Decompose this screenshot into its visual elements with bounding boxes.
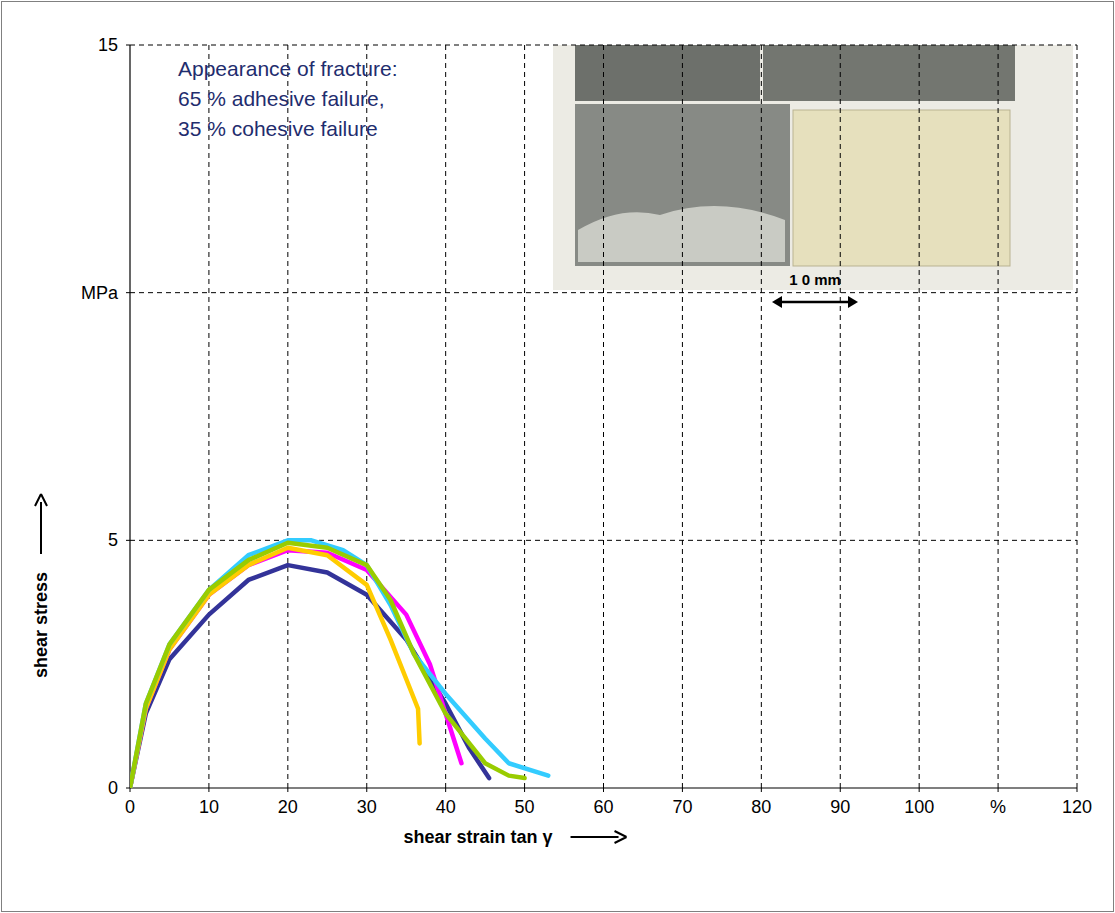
series-line [130, 550, 461, 788]
scale-bar-arrow [848, 296, 858, 308]
y-tick [126, 45, 130, 46]
grid-line-x [1077, 45, 1078, 788]
x-tick-label: 30 [357, 797, 377, 817]
grid-line-x [603, 45, 604, 788]
photo-inset [553, 45, 1073, 290]
x-tick [130, 788, 131, 792]
x-tick [603, 788, 604, 792]
x-tick [366, 788, 367, 792]
grid-line-x [919, 45, 920, 788]
x-tick [445, 788, 446, 792]
annotation: Appearance of fracture: [178, 57, 397, 80]
x-tick-label: 40 [436, 797, 456, 817]
y-axis-arrow [40, 502, 42, 554]
x-tick [840, 788, 841, 792]
y-axis-line [129, 45, 130, 788]
x-axis-title: shear strain tan γ [403, 827, 552, 847]
figure-frame [2, 2, 1114, 912]
x-tick-label: 70 [672, 797, 692, 817]
grid-line-x [366, 45, 367, 788]
y-tick [126, 788, 130, 789]
annotation: 65 % adhesive failure, [178, 87, 385, 110]
x-tick [287, 788, 288, 792]
photo-block [793, 110, 1010, 266]
grid-line-y [130, 540, 1077, 541]
x-tick-label: 120 [1062, 797, 1092, 817]
grid-line-x [682, 45, 683, 788]
grid-line-x [208, 45, 209, 788]
x-tick-label: 20 [278, 797, 298, 817]
series-line [130, 543, 525, 788]
x-tick-label: 0 [125, 797, 135, 817]
x-tick-label: 10 [199, 797, 219, 817]
grid-line-x [445, 45, 446, 788]
y-tick [126, 540, 130, 541]
scale-bar-arrow [772, 296, 782, 308]
grid [130, 45, 1077, 788]
x-tick [761, 788, 762, 792]
series-group [130, 540, 548, 788]
annotation: 35 % cohesive failure [178, 117, 378, 140]
x-tick-label: 100 [904, 797, 934, 817]
grid-line-y [130, 292, 1077, 293]
y-axis-title: shear stress [31, 572, 51, 678]
x-tick [919, 788, 920, 792]
x-tick-label: % [990, 797, 1006, 817]
x-tick-label: 60 [593, 797, 613, 817]
x-tick-label: 50 [515, 797, 535, 817]
x-axis-arrow-head [615, 831, 627, 843]
x-tick-label: 90 [830, 797, 850, 817]
x-tick [524, 788, 525, 792]
photo-block [763, 45, 1015, 101]
y-tick [126, 292, 130, 293]
y-tick-label: MPa [81, 283, 119, 303]
x-tick [998, 788, 999, 792]
photo-background [553, 45, 1073, 290]
grid-line-y [130, 45, 1077, 46]
y-tick-label: 15 [98, 35, 118, 55]
y-tick-label: 0 [108, 778, 118, 798]
grid-line-x [524, 45, 525, 788]
x-tick-label: 80 [751, 797, 771, 817]
photo-block [575, 45, 760, 101]
scale-bar [778, 301, 852, 304]
chart: 0 10 20 30 40 50 60 70 80 90 100% 120 0 5 MPa 15 Appeara… [0, 0, 1115, 913]
photo-residue [578, 206, 785, 262]
grid-line-x [761, 45, 762, 788]
grid-line-x [840, 45, 841, 788]
grid-line-x [998, 45, 999, 788]
x-tick [682, 788, 683, 792]
scale-bar-label: 1 0 mm [789, 271, 841, 288]
y-tick-label: 5 [108, 530, 118, 550]
x-axis-arrow [571, 836, 619, 838]
x-tick [208, 788, 209, 792]
x-tick [1077, 788, 1078, 792]
y-axis-arrow-head [35, 494, 47, 506]
grid-line-x [287, 45, 288, 788]
series-line [130, 540, 548, 788]
